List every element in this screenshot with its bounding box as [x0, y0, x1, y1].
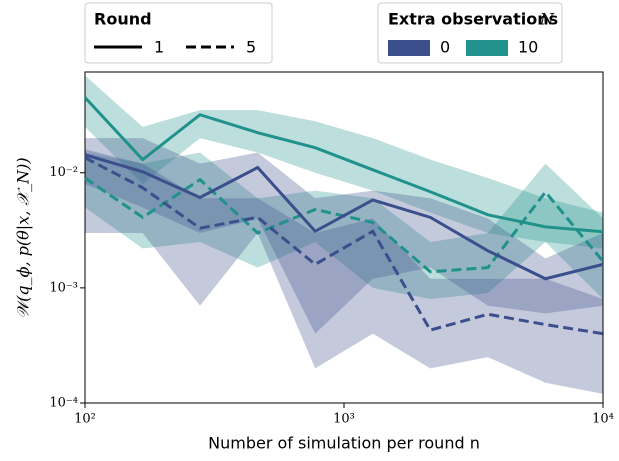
- legend-title: Extra observations: [388, 10, 558, 29]
- x-tick-label: 10²: [74, 412, 96, 427]
- error-band: [85, 138, 603, 334]
- line: [83, 96, 604, 234]
- legend-label: 0: [440, 38, 450, 57]
- x-axis-label: Number of simulation per round n: [208, 434, 480, 453]
- y-tick-label: 10⁻⁴: [49, 396, 78, 411]
- error-band: [85, 149, 603, 394]
- legend-label: 1: [154, 38, 164, 57]
- legend-label: 10: [518, 38, 538, 57]
- y-axis-label: 𝒲(q_ϕ, p(θ|x, 𝒳_N)): [14, 157, 33, 318]
- legend-swatch: [388, 40, 430, 56]
- x-tick-label: 10³: [333, 412, 355, 427]
- legend-swatch: [466, 40, 508, 56]
- legend-label: 5: [246, 38, 256, 57]
- y-tick-label: 10⁻³: [49, 280, 78, 295]
- line: [84, 153, 604, 281]
- legend-title: Round: [94, 10, 152, 29]
- x-tick-label: 10⁴: [592, 412, 614, 427]
- legend-title-symbol: N: [539, 10, 555, 29]
- y-tick-label: 10⁻²: [49, 165, 78, 180]
- line: [84, 156, 604, 336]
